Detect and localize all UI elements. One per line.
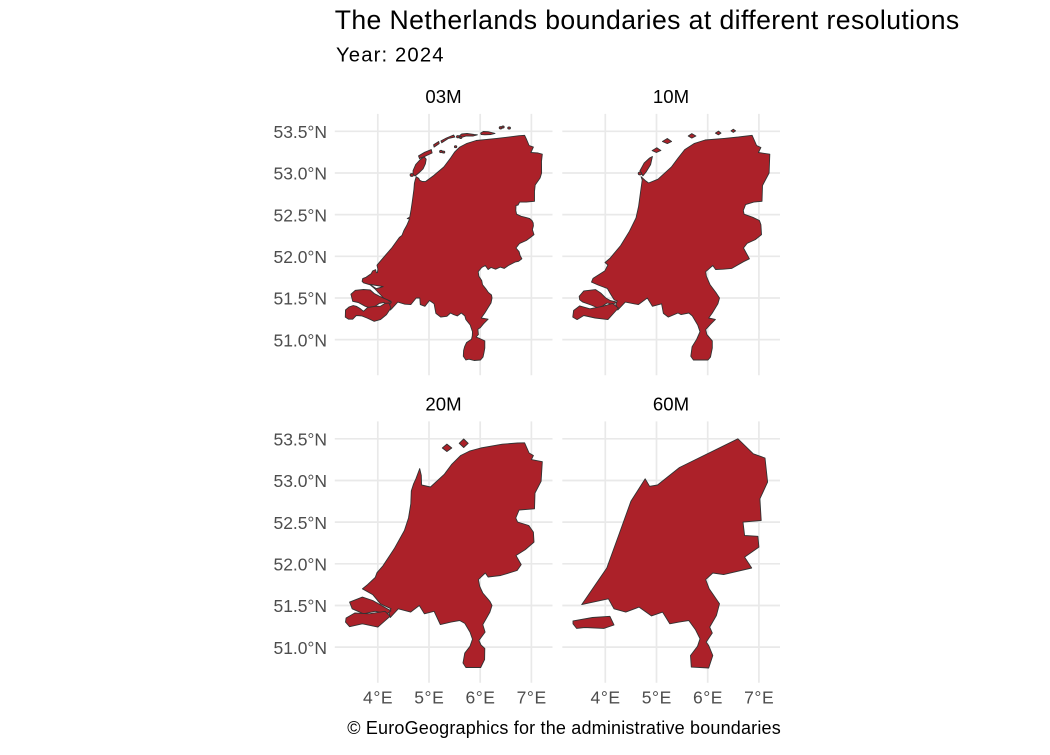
svg-text:53.0°N: 53.0°N xyxy=(274,471,328,491)
svg-text:03M: 03M xyxy=(425,86,461,107)
svg-text:20M: 20M xyxy=(425,393,461,414)
svg-text:53.5°N: 53.5°N xyxy=(274,122,328,142)
svg-text:6°E: 6°E xyxy=(465,687,495,707)
svg-text:4°E: 4°E xyxy=(591,687,621,707)
svg-text:7°E: 7°E xyxy=(744,687,774,707)
svg-text:5°E: 5°E xyxy=(414,687,444,707)
svg-text:52.0°N: 52.0°N xyxy=(274,247,328,267)
svg-text:51.5°N: 51.5°N xyxy=(274,289,328,309)
svg-text:4°E: 4°E xyxy=(363,687,393,707)
svg-text:© EuroGeographics for the admi: © EuroGeographics for the administrative… xyxy=(347,718,780,738)
svg-text:Year: 2024: Year: 2024 xyxy=(336,45,444,67)
svg-text:51.0°N: 51.0°N xyxy=(274,330,328,350)
svg-text:5°E: 5°E xyxy=(642,687,672,707)
svg-text:10M: 10M xyxy=(653,86,689,107)
svg-text:The Netherlands boundaries at: The Netherlands boundaries at different … xyxy=(335,5,960,35)
svg-text:7°E: 7°E xyxy=(517,687,547,707)
svg-text:6°E: 6°E xyxy=(693,687,723,707)
svg-text:52.5°N: 52.5°N xyxy=(274,205,328,225)
svg-text:53.5°N: 53.5°N xyxy=(274,430,328,450)
svg-text:60M: 60M xyxy=(653,393,689,414)
svg-text:51.5°N: 51.5°N xyxy=(274,596,328,616)
svg-text:53.0°N: 53.0°N xyxy=(274,164,328,184)
svg-text:52.0°N: 52.0°N xyxy=(274,555,328,575)
svg-text:52.5°N: 52.5°N xyxy=(274,513,328,533)
svg-text:51.0°N: 51.0°N xyxy=(274,638,328,658)
